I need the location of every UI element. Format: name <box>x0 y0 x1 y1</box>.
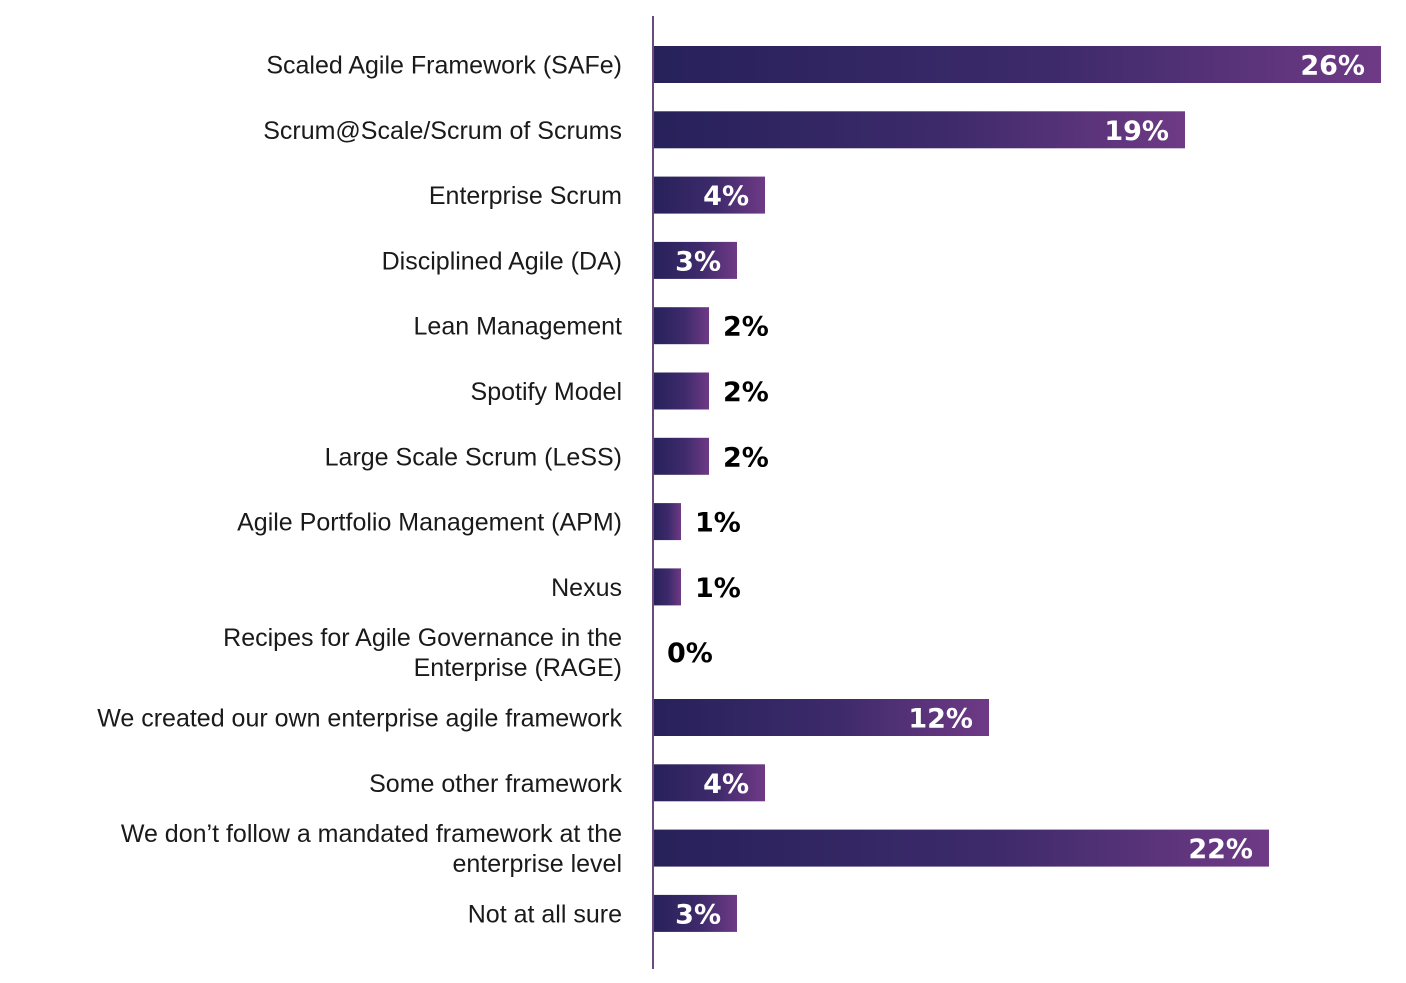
category-label: Scaled Agile Framework (SAFe) <box>266 52 622 80</box>
value-label: 0% <box>667 638 713 669</box>
bar <box>653 437 709 475</box>
value-label: 2% <box>723 377 769 408</box>
category-label: Agile Portfolio Management (APM) <box>237 509 622 537</box>
category-label: We created our own enterprise agile fram… <box>97 705 622 733</box>
bar <box>653 307 709 345</box>
bars-layer <box>653 46 1381 932</box>
category-label: Some other framework <box>369 770 622 798</box>
category-label: Disciplined Agile (DA) <box>382 247 622 275</box>
category-label: We don’t follow a mandated framework at … <box>121 820 622 848</box>
bar <box>653 46 1381 83</box>
value-label: 22% <box>1188 834 1253 865</box>
value-labels-layer: 26% 19% 4% 3% 2% 2% 2% 1% 1% 0% 12% 4% 22% 3% <box>667 51 1365 931</box>
value-label: 2% <box>723 442 769 473</box>
value-label: 4% <box>703 769 749 800</box>
bar <box>653 111 1185 149</box>
value-label: 4% <box>703 181 749 212</box>
bar <box>653 176 765 214</box>
bar <box>653 372 709 410</box>
category-label: Not at all sure <box>468 900 622 928</box>
category-label: enterprise level <box>452 850 622 878</box>
category-label: Large Scale Scrum (LeSS) <box>325 443 622 471</box>
bar <box>653 829 1269 867</box>
value-label: 3% <box>675 899 721 930</box>
value-label: 3% <box>675 246 721 277</box>
category-label: Enterprise Scrum <box>429 182 622 210</box>
bar <box>653 503 681 541</box>
value-label: 2% <box>723 312 769 343</box>
bar <box>653 568 681 606</box>
category-labels-layer: Scaled Agile Framework (SAFe) Scrum@Scale… <box>97 52 622 929</box>
category-label: Nexus <box>551 574 622 602</box>
category-label: Recipes for Agile Governance in the <box>223 624 622 652</box>
category-label: Lean Management <box>414 313 623 341</box>
value-label: 1% <box>695 573 741 604</box>
bar <box>653 764 765 802</box>
bar <box>653 241 737 279</box>
category-label: Spotify Model <box>471 378 622 406</box>
value-label: 19% <box>1104 116 1169 147</box>
value-label: 12% <box>908 704 973 735</box>
bar <box>653 894 737 932</box>
value-label: 1% <box>695 508 741 539</box>
category-label: Scrum@Scale/Scrum of Scrums <box>263 117 622 145</box>
value-label: 26% <box>1300 51 1365 82</box>
bar <box>653 699 989 736</box>
category-label: Enterprise (RAGE) <box>414 654 622 682</box>
